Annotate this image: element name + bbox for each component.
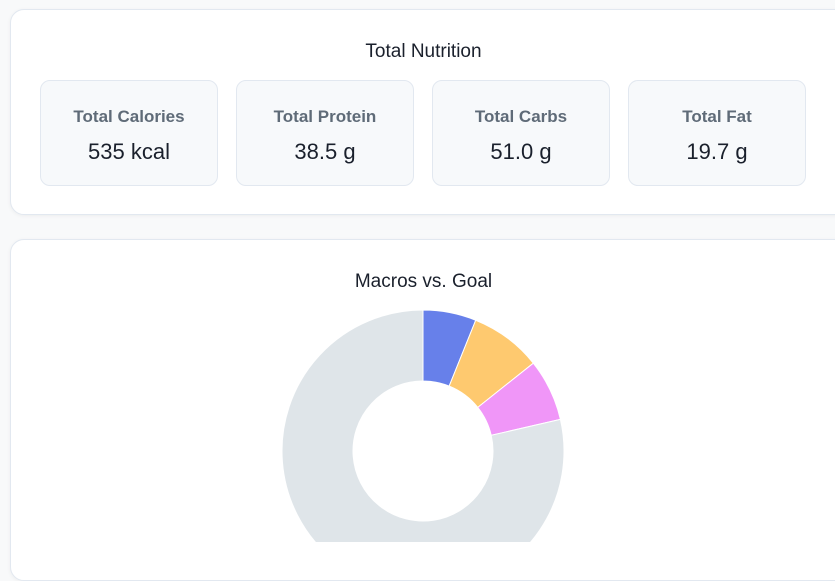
total-nutrition-panel: Total Nutrition Total Calories 535 kcal … (10, 9, 835, 215)
card-label: Total Protein (273, 107, 377, 126)
card-label: Total Calories (73, 107, 185, 126)
card-label: Total Carbs (474, 107, 568, 126)
card-value: 38.5 g (294, 139, 356, 164)
card-value: 19.7 g (686, 139, 748, 164)
card-value: 51.0 g (490, 139, 552, 164)
protein-card: Total Protein 38.5 g (236, 80, 414, 186)
card-label: Total Fat (682, 107, 752, 126)
carbs-card: Total Carbs 51.0 g (432, 80, 610, 186)
chart-title: Macros vs. Goal (354, 271, 493, 292)
fat-card: Total Fat 19.7 g (628, 80, 806, 186)
panel-title: Total Nutrition (365, 41, 482, 62)
card-value: 535 kcal (88, 139, 170, 164)
donut-slice-3[interactable] (281, 309, 565, 542)
calories-card: Total Calories 535 kcal (40, 80, 218, 186)
macros-donut-chart (281, 309, 565, 542)
